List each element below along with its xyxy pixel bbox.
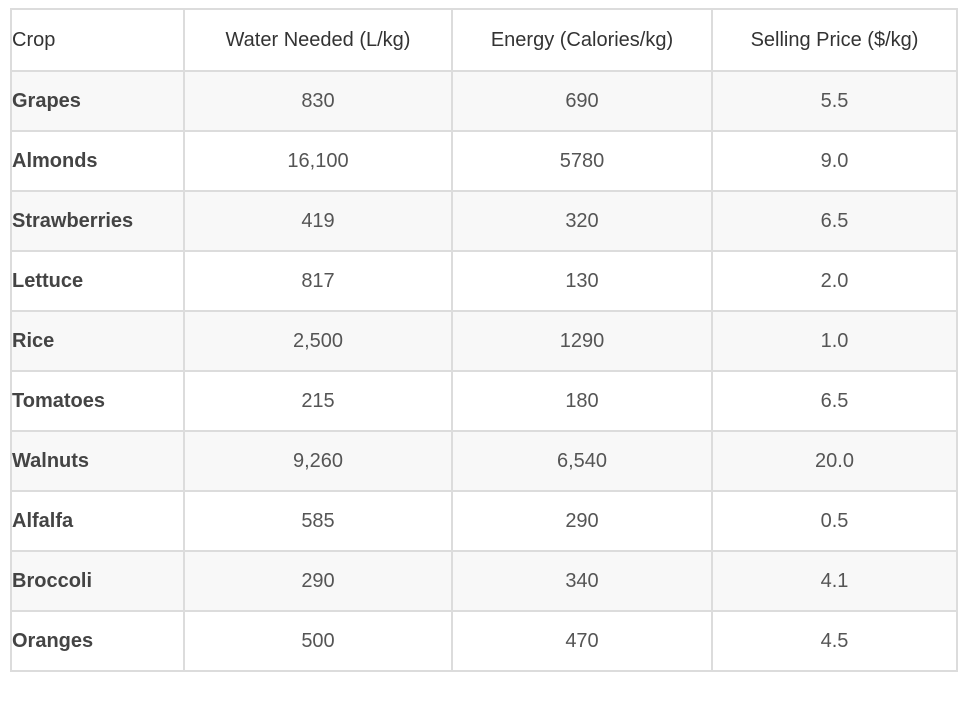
crop-table: Crop Water Needed (L/kg) Energy (Calorie… [10,8,958,672]
energy-cell: 6,540 [451,430,713,492]
crop-name-cell: Oranges [10,610,185,672]
selling-price-cell: 5.5 [711,70,958,132]
selling-price-cell: 6.5 [711,370,958,432]
selling-price-cell: 2.0 [711,250,958,312]
energy-cell: 340 [451,550,713,612]
selling-price-cell: 1.0 [711,310,958,372]
header-crop: Crop [10,8,185,72]
crop-table-container: Crop Water Needed (L/kg) Energy (Calorie… [10,8,958,672]
water-needed-cell: 215 [183,370,453,432]
table-row: Walnuts 9,260 6,540 20.0 [10,430,958,492]
table-row: Almonds 16,100 5780 9.0 [10,130,958,192]
header-row: Crop Water Needed (L/kg) Energy (Calorie… [10,8,958,72]
table-row: Alfalfa 585 290 0.5 [10,490,958,552]
header-water-needed: Water Needed (L/kg) [183,8,453,72]
water-needed-cell: 500 [183,610,453,672]
table-row: Rice 2,500 1290 1.0 [10,310,958,372]
energy-cell: 1290 [451,310,713,372]
header-selling-price: Selling Price ($/kg) [711,8,958,72]
energy-cell: 290 [451,490,713,552]
energy-cell: 690 [451,70,713,132]
water-needed-cell: 9,260 [183,430,453,492]
crop-name-cell: Alfalfa [10,490,185,552]
energy-cell: 5780 [451,130,713,192]
water-needed-cell: 817 [183,250,453,312]
crop-name-cell: Almonds [10,130,185,192]
energy-cell: 130 [451,250,713,312]
table-body: Grapes 830 690 5.5 Almonds 16,100 5780 9… [10,70,958,672]
crop-name-cell: Broccoli [10,550,185,612]
energy-cell: 180 [451,370,713,432]
water-needed-cell: 585 [183,490,453,552]
water-needed-cell: 830 [183,70,453,132]
header-energy: Energy (Calories/kg) [451,8,713,72]
energy-cell: 320 [451,190,713,252]
table-row: Tomatoes 215 180 6.5 [10,370,958,432]
crop-name-cell: Grapes [10,70,185,132]
water-needed-cell: 290 [183,550,453,612]
crop-name-cell: Tomatoes [10,370,185,432]
table-row: Broccoli 290 340 4.1 [10,550,958,612]
selling-price-cell: 20.0 [711,430,958,492]
water-needed-cell: 16,100 [183,130,453,192]
crop-name-cell: Rice [10,310,185,372]
water-needed-cell: 419 [183,190,453,252]
crop-name-cell: Strawberries [10,190,185,252]
table-header: Crop Water Needed (L/kg) Energy (Calorie… [10,8,958,72]
selling-price-cell: 4.5 [711,610,958,672]
selling-price-cell: 9.0 [711,130,958,192]
water-needed-cell: 2,500 [183,310,453,372]
crop-name-cell: Lettuce [10,250,185,312]
table-row: Grapes 830 690 5.5 [10,70,958,132]
selling-price-cell: 6.5 [711,190,958,252]
selling-price-cell: 4.1 [711,550,958,612]
table-row: Lettuce 817 130 2.0 [10,250,958,312]
table-row: Oranges 500 470 4.5 [10,610,958,672]
crop-name-cell: Walnuts [10,430,185,492]
energy-cell: 470 [451,610,713,672]
selling-price-cell: 0.5 [711,490,958,552]
table-row: Strawberries 419 320 6.5 [10,190,958,252]
